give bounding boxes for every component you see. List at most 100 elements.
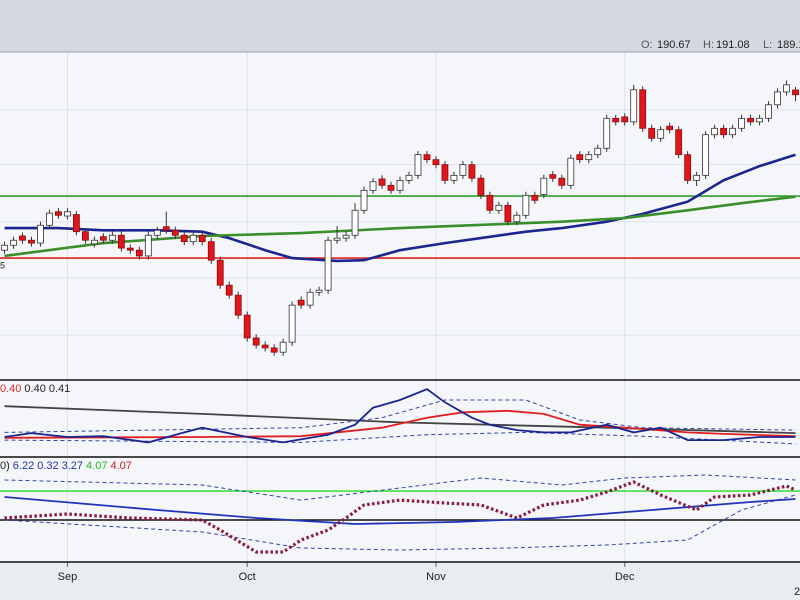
corner-label: 2 bbox=[794, 586, 800, 598]
candle-body bbox=[108, 234, 116, 241]
candle-body bbox=[693, 174, 701, 181]
candle-body bbox=[90, 239, 98, 245]
candle-body bbox=[720, 127, 727, 136]
candle-body bbox=[99, 236, 107, 241]
candle-body bbox=[55, 211, 62, 216]
edge-label: 5 bbox=[0, 260, 5, 270]
indicator-values: 0.40 0.40 0.41 bbox=[0, 383, 70, 395]
candle-body bbox=[117, 234, 125, 249]
indicator-value: 0.40 bbox=[0, 383, 21, 395]
candle-body bbox=[387, 184, 395, 191]
candle-body bbox=[459, 164, 467, 176]
x-tick-label: Nov bbox=[426, 571, 446, 583]
candle-body bbox=[37, 224, 44, 244]
candle-body bbox=[10, 239, 17, 246]
x-tick-label: Oct bbox=[239, 571, 256, 583]
candle-body bbox=[540, 177, 548, 196]
indicator-line bbox=[4, 405, 796, 434]
candle-body bbox=[774, 91, 781, 106]
candle-body bbox=[513, 214, 521, 223]
candle-body bbox=[612, 117, 620, 123]
candle-body bbox=[351, 209, 359, 236]
candle-body bbox=[468, 164, 476, 179]
indicator-value: 6.22 bbox=[13, 460, 34, 472]
candle-body bbox=[792, 89, 799, 96]
candle-body bbox=[522, 194, 530, 216]
candle-body bbox=[73, 214, 80, 233]
candle-body bbox=[243, 314, 251, 339]
candle-body bbox=[576, 154, 584, 161]
candle-body bbox=[162, 226, 170, 231]
candle-body bbox=[270, 347, 278, 353]
candle-body bbox=[414, 154, 422, 176]
candle-body bbox=[405, 174, 413, 181]
low-value: 189.1 bbox=[777, 39, 800, 51]
candle-body bbox=[666, 125, 674, 131]
indicator-value: 4.07 bbox=[86, 460, 107, 472]
candle-body bbox=[360, 189, 368, 211]
candle-body bbox=[234, 294, 242, 316]
candle-body bbox=[28, 239, 35, 244]
candle-body bbox=[567, 157, 575, 186]
candle-body bbox=[171, 229, 179, 236]
candle-body bbox=[675, 129, 683, 156]
indicator-values: 0) 6.22 0.32 3.27 4.07 4.07 bbox=[0, 460, 132, 472]
x-tick-label: Dec bbox=[615, 571, 635, 583]
candle-body bbox=[64, 211, 71, 217]
candle-body bbox=[144, 234, 152, 257]
candle-body bbox=[486, 194, 494, 211]
candle-body bbox=[306, 291, 314, 306]
candle-body bbox=[324, 239, 332, 291]
candle-body bbox=[342, 234, 350, 239]
candle-body bbox=[441, 164, 449, 181]
candle-body bbox=[558, 177, 566, 186]
candle-body bbox=[252, 337, 260, 346]
candle-body bbox=[225, 284, 233, 296]
candle-body bbox=[711, 127, 719, 136]
candle-body bbox=[126, 247, 134, 251]
candle-body bbox=[495, 204, 503, 211]
indicator-value: 0.32 bbox=[37, 460, 58, 472]
indicator-value: 4.07 bbox=[110, 460, 131, 472]
candle-body bbox=[261, 344, 269, 349]
candle-body bbox=[657, 129, 665, 139]
candle-body bbox=[279, 341, 287, 353]
band-line bbox=[4, 474, 796, 501]
candle-body bbox=[585, 154, 593, 161]
panel: 0) 6.22 0.32 3.27 4.07 4.07 bbox=[0, 460, 800, 554]
candle-body bbox=[315, 289, 323, 293]
indicator-value: 0.40 bbox=[24, 383, 45, 395]
candle-body bbox=[1, 244, 8, 251]
candle-body bbox=[783, 84, 790, 93]
indicator-line bbox=[4, 388, 796, 444]
indicator-line bbox=[4, 409, 796, 439]
indicator-line bbox=[4, 496, 796, 525]
x-axis-background bbox=[0, 562, 800, 600]
candle-body bbox=[369, 181, 377, 191]
candle-body bbox=[765, 104, 772, 119]
high-value: 191.08 bbox=[716, 39, 750, 51]
candle-body bbox=[423, 154, 431, 161]
candle-body bbox=[702, 134, 710, 176]
candle-body bbox=[198, 234, 206, 243]
candle-body bbox=[756, 117, 763, 123]
candle-body bbox=[81, 231, 89, 241]
high-label: H: bbox=[703, 39, 714, 51]
candle-body bbox=[630, 89, 638, 123]
candle-body bbox=[684, 154, 692, 181]
candle-body bbox=[648, 127, 656, 139]
indicator-value: 3.27 bbox=[62, 460, 83, 472]
panel bbox=[0, 52, 800, 562]
indicator-value: 0) bbox=[0, 460, 10, 472]
candle-body bbox=[504, 204, 512, 223]
candle-body bbox=[180, 234, 188, 243]
candle-body bbox=[603, 117, 611, 149]
x-tick-label: Sep bbox=[58, 571, 78, 583]
candle-body bbox=[639, 89, 647, 129]
band-line bbox=[4, 431, 796, 445]
candle-body bbox=[46, 212, 53, 226]
candle-body bbox=[396, 179, 404, 191]
candle-body bbox=[297, 299, 305, 306]
candle-body bbox=[450, 174, 458, 181]
